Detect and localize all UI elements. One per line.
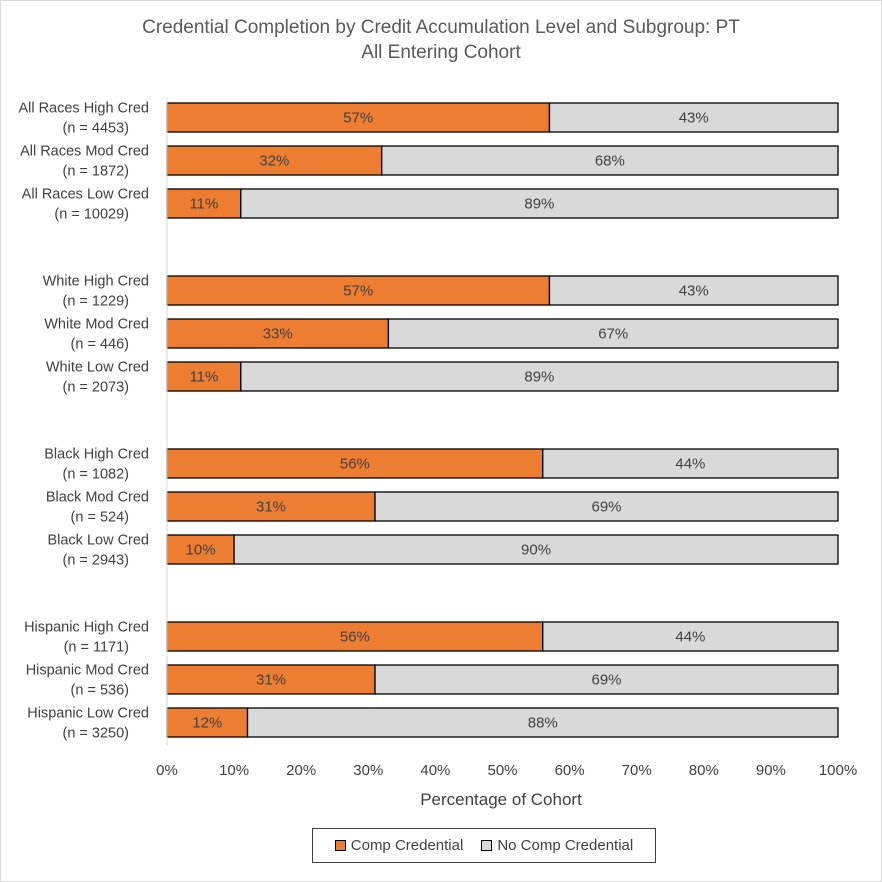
category-label-7: Black Mod Cred <box>46 490 149 506</box>
bar-segment-no-comp-2 <box>240 188 839 219</box>
bar-segment-comp-0 <box>166 102 551 133</box>
legend-item-comp: Comp Credential <box>334 837 464 854</box>
bar-segment-no-comp-8 <box>233 534 839 565</box>
category-count-7: (n = 524) <box>71 510 129 526</box>
category-count-1: (n = 1872) <box>62 164 129 180</box>
bar-segment-no-comp-1 <box>381 145 839 176</box>
x-tick-label-10: 100% <box>819 762 857 779</box>
data-label-comp-11: 12% <box>192 715 222 732</box>
category-label-5: White Low Cred <box>46 360 149 376</box>
bar-segment-comp-2 <box>166 188 242 219</box>
bars-layer: 57% 43% 32% 68% 11% 89% 57% 43% 33% 67% 11% 89% 56% 4… <box>166 102 839 738</box>
bar-segment-no-comp-4 <box>387 318 839 349</box>
x-tick-label-5: 50% <box>487 762 517 779</box>
category-count-4: (n = 446) <box>71 337 129 353</box>
chart-title: Credential Completion by Credit Accumula… <box>1 15 881 65</box>
bar-segment-comp-6 <box>166 448 544 479</box>
data-label-no-comp-1: 68% <box>595 153 625 170</box>
data-label-no-comp-11: 88% <box>528 715 558 732</box>
bar-segment-no-comp-9 <box>542 621 839 652</box>
data-label-no-comp-6: 44% <box>675 456 705 473</box>
data-label-no-comp-9: 44% <box>675 629 705 646</box>
category-label-11: Hispanic Low Cred <box>27 706 149 722</box>
bar-segment-comp-11 <box>166 707 249 738</box>
data-label-no-comp-5: 89% <box>524 369 554 386</box>
category-label-10: Hispanic Mod Cred <box>26 663 149 679</box>
category-count-8: (n = 2943) <box>62 553 129 569</box>
data-label-comp-4: 33% <box>263 326 293 343</box>
data-label-comp-7: 31% <box>256 499 286 516</box>
data-label-no-comp-8: 90% <box>521 542 551 559</box>
legend-item-no-comp: No Comp Credential <box>481 837 633 854</box>
category-count-9: (n = 1171) <box>64 640 129 656</box>
data-label-no-comp-3: 43% <box>679 283 709 300</box>
bar-segment-no-comp-7 <box>374 491 839 522</box>
data-label-no-comp-10: 69% <box>591 672 621 689</box>
x-axis-ticks: 0% 10% 20% 30% 40% 50% 60% 70% 80% 90% 100% <box>156 762 857 779</box>
legend-label-no-comp: No Comp Credential <box>497 837 634 854</box>
data-label-no-comp-4: 67% <box>598 326 628 343</box>
x-tick-label-2: 20% <box>286 762 316 779</box>
bar-segment-no-comp-11 <box>246 707 839 738</box>
category-count-11: (n = 3250) <box>62 726 129 742</box>
category-count-10: (n = 536) <box>71 683 129 699</box>
category-label-3: White High Cred <box>43 274 149 290</box>
x-tick-label-8: 80% <box>689 762 719 779</box>
chart-title-line-1: Credential Completion by Credit Accumula… <box>142 17 740 38</box>
bar-segment-comp-8 <box>166 534 235 565</box>
data-label-comp-9: 56% <box>340 629 370 646</box>
data-label-comp-8: 10% <box>186 542 216 559</box>
category-labels: All Races High Cred (n = 4453) All Races M… <box>18 101 149 742</box>
x-tick-label-3: 30% <box>353 762 383 779</box>
category-label-8: Black Low Cred <box>47 533 149 549</box>
x-tick-label-9: 90% <box>756 762 786 779</box>
chart-title-line-2: All Entering Cohort <box>361 42 521 63</box>
category-count-5: (n = 2073) <box>62 380 129 396</box>
category-label-1: All Races Mod Cred <box>20 144 149 160</box>
bar-segment-no-comp-0 <box>548 102 839 133</box>
category-count-2: (n = 10029) <box>54 207 129 223</box>
bar-segment-no-comp-6 <box>542 448 839 479</box>
x-tick-label-6: 60% <box>555 762 585 779</box>
category-label-4: White Mod Cred <box>44 317 149 333</box>
legend-label-comp: Comp Credential <box>350 837 464 854</box>
data-label-no-comp-7: 69% <box>591 499 621 516</box>
data-label-no-comp-0: 43% <box>679 110 709 127</box>
category-count-6: (n = 1082) <box>62 467 129 483</box>
data-label-comp-6: 56% <box>340 456 370 473</box>
bar-segment-no-comp-5 <box>240 361 839 392</box>
data-label-comp-1: 32% <box>259 153 289 170</box>
bar-segment-comp-1 <box>166 145 383 176</box>
category-label-6: Black High Cred <box>44 447 149 463</box>
x-tick-label-4: 40% <box>420 762 450 779</box>
data-label-comp-2: 11% <box>189 196 218 213</box>
legend: Comp Credential No Comp Credential <box>312 828 656 863</box>
x-tick-label-1: 10% <box>219 762 249 779</box>
data-label-comp-3: 57% <box>343 283 373 300</box>
category-count-3: (n = 1229) <box>62 294 129 310</box>
category-label-9: Hispanic High Cred <box>24 620 149 636</box>
plot-area: 57% 43% 32% 68% 11% 89% 57% 43% 33% 67% 11% 89% 56% 4… <box>18 98 857 809</box>
bar-segment-comp-3 <box>166 275 551 306</box>
bar-segment-no-comp-10 <box>374 664 839 695</box>
x-axis-title: Percentage of Cohort <box>420 790 582 809</box>
bar-segment-comp-5 <box>166 361 242 392</box>
bar-segment-comp-7 <box>166 491 376 522</box>
data-label-comp-10: 31% <box>256 672 286 689</box>
category-count-0: (n = 4453) <box>62 121 129 137</box>
data-label-no-comp-2: 89% <box>524 196 554 213</box>
data-label-comp-0: 57% <box>343 110 373 127</box>
bar-segment-comp-9 <box>166 621 544 652</box>
x-tick-label-0: 0% <box>156 762 178 779</box>
bar-segment-no-comp-3 <box>548 275 839 306</box>
data-label-comp-5: 11% <box>189 369 218 386</box>
x-tick-label-7: 70% <box>622 762 652 779</box>
category-label-0: All Races High Cred <box>18 101 149 117</box>
legend-swatch-comp <box>334 840 346 851</box>
category-label-2: All Races Low Cred <box>22 187 149 203</box>
legend-swatch-no-comp <box>481 840 493 851</box>
